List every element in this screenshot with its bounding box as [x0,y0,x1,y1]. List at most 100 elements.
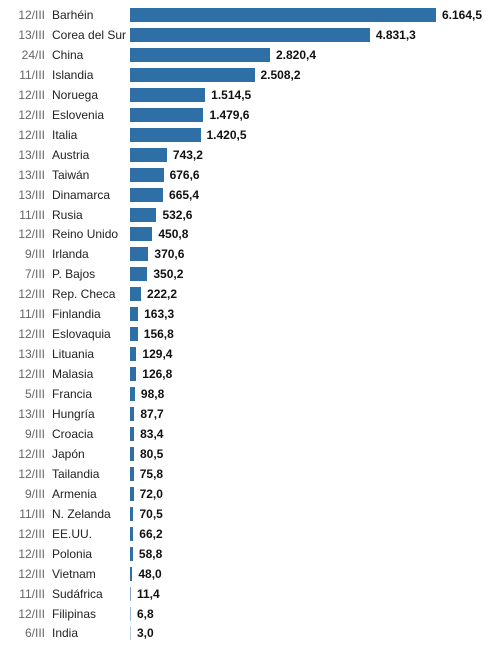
date-label: 13/III [18,407,45,421]
value-label: 222,2 [147,287,178,302]
bar [130,327,138,342]
bar [130,387,135,402]
date-label: 12/III [18,127,45,142]
value-label: 2.508,2 [260,67,301,82]
value-label: 126,8 [142,367,173,382]
bar [130,407,135,421]
bar-row: 12/III Reino Unido 450,8 [0,224,499,244]
bar [130,8,436,22]
country-label: Austria [52,147,90,162]
bar-row: 13/III Taiwán 676,6 [0,165,499,185]
value-label: 6.164,5 [442,8,483,22]
country-label: Vietnam [52,566,96,581]
date-label: 12/III [18,327,45,342]
country-label: N. Zelanda [52,506,111,521]
date-label: 12/III [18,8,45,22]
bar-row: 12/III Eslovenia 1.479,6 [0,105,499,125]
country-label: Italia [52,127,78,142]
bar-row: 11/III Islandia 2.508,2 [0,65,499,85]
country-label: Hungría [52,407,95,421]
value-label: 1.514,5 [211,87,252,102]
bar-row: 6/III India 3,0 [0,623,499,643]
country-label: Islandia [52,67,94,82]
bar-row: 13/III Lituania 129,4 [0,344,499,364]
country-label: Japón [52,446,85,461]
date-label: 11/III [19,207,45,222]
date-label: 12/III [18,466,45,481]
value-label: 532,6 [162,207,193,222]
date-label: 12/III [18,546,45,561]
bar [130,546,133,561]
value-label: 6,8 [137,606,154,621]
bar-row: 12/III Tailandia 75,8 [0,464,499,484]
bar [130,127,201,142]
country-label: Barhéin [52,8,94,22]
value-label: 370,6 [154,247,185,262]
bar-row: 12/III EE.UU. 66,2 [0,524,499,544]
value-label: 87,7 [140,407,164,421]
bar-row: 12/III Eslovaquia 156,8 [0,324,499,344]
value-label: 72,0 [139,486,163,501]
bar [130,207,157,222]
country-label: Polonia [52,546,93,561]
bar-row: 9/III Armenia 72,0 [0,484,499,504]
value-label: 2.820,4 [276,47,317,62]
date-label: 13/III [18,167,45,182]
country-label: P. Bajos [52,267,96,282]
date-label: 12/III [18,367,45,382]
bar-row: 13/III Corea del Sur 4.831,3 [0,25,499,45]
date-label: 13/III [18,147,45,162]
country-label: Reino Unido [52,227,119,242]
bar [130,107,204,122]
value-label: 676,6 [169,167,200,182]
date-label: 12/III [18,227,45,242]
bar [130,287,142,302]
bar [130,147,167,162]
value-label: 48,0 [138,566,162,581]
country-label: China [52,47,84,62]
country-label: EE.UU. [52,526,93,541]
date-label: 9/III [24,247,45,262]
bar-row: 12/III Malasia 126,8 [0,364,499,384]
date-label: 9/III [24,486,45,501]
date-label: 12/III [18,107,45,122]
date-label: 13/III [18,347,45,362]
bar-row: 12/III Italia 1.420,5 [0,125,499,145]
date-label: 12/III [18,446,45,461]
bar-row: 9/III Irlanda 370,6 [0,244,499,264]
date-label: 13/III [18,187,45,202]
bar-row: 13/III Dinamarca 665,4 [0,185,499,205]
country-label: Dinamarca [52,187,111,202]
bar-row: 12/III Japón 80,5 [0,444,499,464]
value-label: 743,2 [172,147,203,162]
bar [130,626,131,641]
date-label: 11/III [19,506,45,521]
bar-row: 11/III Sudáfrica 11,4 [0,584,499,604]
value-label: 1.420,5 [206,127,247,142]
country-label: Corea del Sur [52,27,127,42]
bar [130,187,164,202]
value-label: 66,2 [139,526,163,541]
bar [130,227,153,242]
country-label: Filipinas [52,606,97,621]
bar-row: 5/III Francia 98,8 [0,384,499,404]
country-label: Croacia [52,426,94,441]
bar-row: 7/III P. Bajos 350,2 [0,264,499,284]
country-label: Irlanda [52,247,89,262]
bar [130,566,133,581]
bar-row: 24/II China 2.820,4 [0,45,499,65]
bar [130,307,139,322]
bar [130,347,137,362]
country-label: Rep. Checa [52,287,116,302]
bar [130,247,149,262]
bar-row: 9/III Croacia 83,4 [0,424,499,444]
value-label: 11,4 [137,586,160,601]
bar [130,586,131,601]
value-label: 1.479,6 [209,107,250,122]
date-label: 11/III [19,67,45,82]
date-label: 5/III [24,387,45,402]
date-label: 9/III [24,426,45,441]
bar [130,367,137,382]
country-label: Armenia [52,486,97,501]
